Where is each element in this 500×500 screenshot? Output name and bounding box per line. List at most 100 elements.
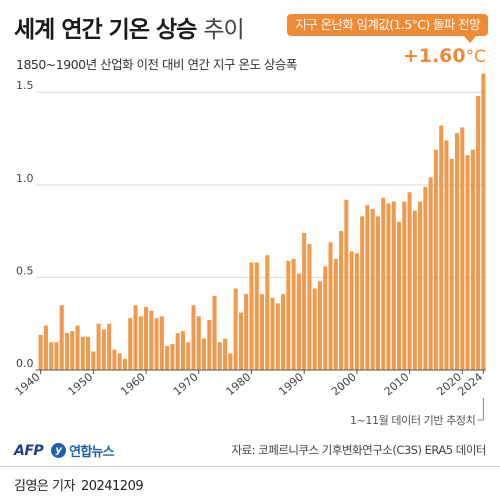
bar	[328, 242, 333, 370]
bar	[249, 262, 254, 370]
bar	[302, 232, 307, 370]
x-tick-label: 2024	[455, 370, 485, 398]
highlight-unit: °C	[465, 47, 486, 67]
yonhap-logo: y 연합뉴스	[51, 441, 115, 460]
page-title: 세계 연간 기온 상승 추이	[14, 10, 245, 44]
bar	[238, 312, 243, 370]
bar	[312, 288, 317, 370]
threshold-badge: 지구 온난화 임계값(1.5°C) 돌파 전망	[287, 14, 488, 36]
bar	[402, 201, 407, 370]
bar	[454, 132, 460, 370]
bar	[270, 297, 275, 370]
bar	[397, 221, 402, 370]
yonhap-logo-icon: y	[51, 443, 67, 458]
bar	[186, 342, 191, 370]
bar	[354, 253, 359, 370]
bar	[217, 342, 222, 370]
annotation-text: 1~11월 데이터 기반 추정치	[350, 414, 475, 427]
bar	[133, 305, 138, 370]
footer-divider	[0, 466, 500, 467]
title-bold: 세계 연간 기온 상승	[14, 17, 197, 43]
bar	[149, 310, 154, 370]
x-tick-label: 1950	[65, 370, 95, 398]
bar	[228, 353, 233, 370]
bar	[64, 332, 70, 370]
bar	[481, 73, 486, 370]
x-tick-label: 1970	[171, 370, 201, 398]
logos: AFP y 연합뉴스	[14, 441, 115, 461]
bar	[43, 325, 48, 370]
bar	[170, 344, 175, 370]
byline: 김영은 기자 20241209	[14, 475, 144, 494]
bar	[59, 305, 64, 370]
y-tick-label: 1.5	[16, 79, 34, 92]
bar	[180, 331, 185, 370]
bar	[70, 331, 75, 370]
bar	[307, 244, 312, 370]
bar	[333, 258, 338, 370]
bar	[254, 262, 259, 370]
bar	[286, 260, 291, 370]
bar	[128, 318, 133, 370]
x-tick-label: 2010	[382, 370, 412, 398]
bar	[360, 216, 365, 370]
bar	[196, 316, 201, 370]
bar	[223, 338, 228, 370]
bar	[144, 307, 149, 370]
bar	[370, 208, 375, 370]
bar	[54, 342, 59, 370]
bar	[323, 266, 328, 370]
x-tick-label: 1960	[118, 370, 148, 398]
bar	[38, 334, 43, 370]
bar	[159, 316, 164, 370]
y-tick-label: 1.0	[16, 172, 34, 185]
bar	[117, 353, 122, 370]
bar	[107, 323, 112, 370]
badge-pointer-icon	[464, 36, 476, 43]
x-tick-label: 1980	[224, 370, 254, 398]
afp-logo: AFP	[14, 442, 44, 459]
bar	[339, 231, 344, 370]
bar	[138, 316, 143, 370]
bar	[91, 351, 96, 370]
bar	[444, 140, 449, 370]
bar	[80, 336, 85, 370]
highlight-value: +1.60°C	[403, 45, 486, 67]
source-note: 자료: 코페르니쿠스 기후변화연구소(C3S) ERA5 데이터	[231, 443, 486, 457]
y-tick-label: 0.0	[16, 357, 34, 370]
bar	[386, 203, 391, 370]
reporter-name: 김영은 기자	[14, 479, 75, 494]
bar	[112, 349, 117, 370]
bar	[49, 342, 54, 370]
bar	[412, 210, 417, 370]
bar	[265, 255, 270, 370]
bar	[349, 251, 354, 370]
bar	[375, 216, 380, 370]
bar	[439, 125, 444, 370]
bar	[281, 294, 286, 370]
page-subtitle: 1850~1900년 산업화 이전 대비 연간 지구 온도 상승폭	[16, 57, 297, 72]
yonhap-logo-text: 연합뉴스	[69, 445, 114, 460]
bar	[86, 336, 91, 370]
bar	[233, 288, 238, 370]
bar	[296, 273, 301, 370]
bar	[418, 201, 423, 370]
bar	[344, 199, 349, 370]
bar-chart: 0.0 0.5 1.0 1.5 1940 1950 1960 1970 1980 1990 2000…	[13, 73, 486, 427]
bar	[470, 149, 475, 370]
bar	[433, 149, 438, 370]
bar	[75, 325, 80, 370]
x-tick-label: 1990	[276, 370, 306, 398]
bar	[201, 338, 207, 370]
bar	[207, 320, 212, 370]
bar	[428, 177, 433, 370]
bar	[175, 332, 180, 370]
bar	[391, 201, 396, 370]
bar	[244, 294, 249, 370]
bar	[212, 295, 217, 370]
bar	[165, 345, 170, 370]
bar	[317, 281, 323, 370]
bar	[476, 95, 481, 370]
bar	[96, 323, 101, 370]
